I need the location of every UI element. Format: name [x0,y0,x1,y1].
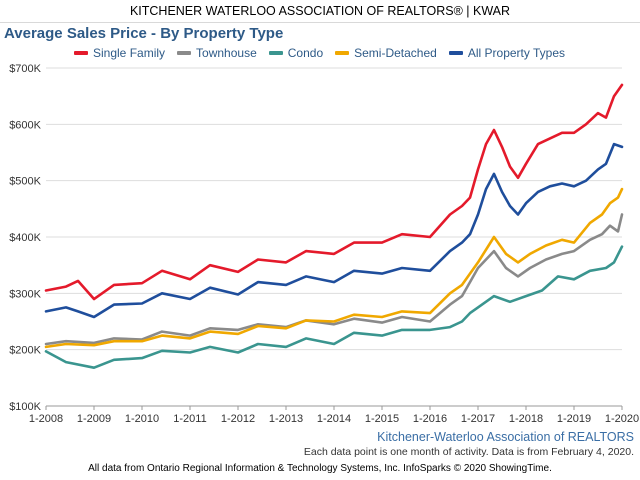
x-tick-label: 1-2011 [173,413,206,425]
x-tick-label: 1-2018 [509,413,543,425]
series-line-all-property-types [44,142,624,319]
y-tick-label: $300K [9,288,41,300]
legend-label: Townhouse [196,46,257,60]
y-tick-label: $100K [9,401,41,413]
x-tick-label: 1-2015 [365,413,399,425]
x-tick-label: 1-2016 [413,413,447,425]
x-tick-label: 1-2012 [221,413,255,425]
chart-title: Average Sales Price - By Property Type [4,25,284,42]
series-line-condo [44,245,624,370]
y-tick-label: $200K [9,345,41,357]
x-tick-label: 1-2017 [461,413,495,425]
y-tick-label: $400K [9,232,41,244]
y-tick-label: $600K [9,119,41,131]
legend-swatch [268,51,283,55]
series-line-townhouse [44,213,624,346]
legend-item-semi-detached[interactable]: Semi-Detached [335,45,437,61]
x-tick-label: 1-2014 [317,413,351,425]
legend-swatch [74,51,88,55]
legend-label: Single Family [93,46,166,60]
header-title: KITCHENER WATERLOO ASSOCIATION OF REALTO… [129,4,511,18]
data-note: Each data point is one month of activity… [303,446,634,458]
x-tick-label: 1-2020 [605,413,639,425]
x-tick-label: 1-2009 [77,413,111,425]
x-tick-label: 1-2010 [125,413,159,425]
legend-item-condo[interactable]: Condo [268,45,324,61]
legend-item-all-property-types[interactable]: All Property Types [448,45,565,61]
legend-item-townhouse[interactable]: Townhouse [177,45,257,61]
legend-label: Condo [287,46,324,60]
legend-swatch [448,51,463,55]
chart-legend: Single Family Townhouse Condo Semi-Detac… [74,45,565,61]
x-tick-label: 1-2013 [269,413,303,425]
legend-label: All Property Types [467,46,565,60]
legend-label: Semi-Detached [354,46,437,60]
x-tick-label: 1-2019 [557,413,591,425]
legend-swatch [335,51,350,55]
y-tick-label: $700K [9,63,41,75]
page-header: KITCHENER WATERLOO ASSOCIATION OF REALTO… [0,0,640,23]
series-line-single-family [44,83,624,301]
series-line-semi-detached [44,187,624,349]
source-label: Kitchener-Waterloo Association of REALTO… [377,430,634,444]
legend-item-single-family[interactable]: Single Family [74,45,165,61]
y-tick-label: $500K [9,176,41,188]
legend-swatch [177,51,192,55]
footer-text: All data from Ontario Regional Informati… [88,463,552,474]
x-tick-label: 1-2008 [29,413,63,425]
